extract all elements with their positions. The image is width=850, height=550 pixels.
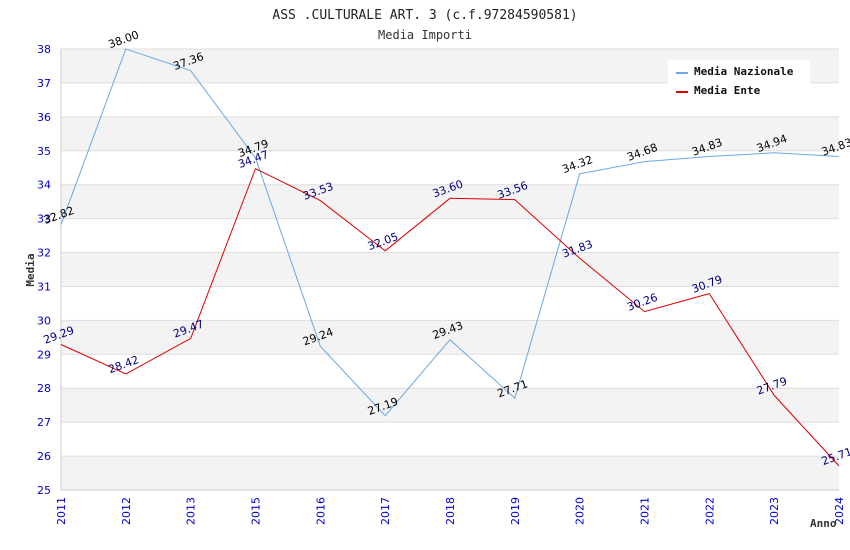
y-tick-label: 35	[37, 145, 51, 158]
y-tick-label: 29	[37, 348, 51, 361]
series-line-media-ente	[60, 168, 840, 467]
y-tick-label: 37	[37, 77, 51, 90]
legend-label: Media Ente	[694, 84, 761, 97]
x-tick-label: 2011	[55, 497, 68, 525]
x-ticks: 2011 2012 2013 2015 2016 2017 2018 2019 2020 2021…	[55, 497, 846, 525]
x-axis-label: Anno	[810, 517, 837, 530]
x-tick-label: 2015	[250, 497, 263, 525]
x-tick-label: 2020	[574, 497, 587, 525]
x-tick-label: 2019	[509, 497, 522, 525]
x-tick-label: 2013	[185, 497, 198, 525]
grid-band	[61, 286, 839, 321]
grid-band	[61, 354, 839, 389]
grid-band	[61, 116, 839, 151]
x-tick-label: 2016	[314, 497, 327, 525]
chart-title: ASS .CULTURALE ART. 3 (c.f.97284590581)	[272, 8, 577, 23]
x-tick-label: 2018	[444, 497, 457, 525]
x-tick-label: 2017	[379, 497, 392, 525]
grid	[60, 48, 839, 491]
x-tick-label: 2024	[833, 497, 846, 525]
y-tick-label: 25	[37, 484, 51, 497]
y-ticks: 25 26 27 28 29 30 31 32 33 34 35 36 37 38	[37, 43, 51, 497]
x-tick-label: 2012	[120, 497, 133, 525]
data-label: 38.00	[107, 28, 141, 51]
y-tick-label: 28	[37, 382, 51, 395]
y-tick-label: 30	[37, 314, 51, 327]
y-tick-label: 32	[37, 247, 51, 260]
y-tick-label: 27	[37, 416, 51, 429]
grid-band	[61, 456, 839, 490]
series-line-media-nazionale	[60, 48, 840, 417]
grid-band	[61, 218, 839, 253]
legend-label: Media Nazionale	[694, 65, 794, 78]
y-tick-label: 31	[37, 280, 51, 293]
legend-box	[668, 60, 810, 102]
legend: Media Nazionale Media Ente	[668, 60, 810, 102]
chart-subtitle: Media Importi	[378, 28, 472, 42]
x-tick-label: 2022	[703, 497, 716, 525]
grid-band	[61, 184, 839, 219]
y-tick-label: 36	[37, 111, 51, 124]
y-tick-label: 34	[37, 179, 51, 192]
y-tick-label: 26	[37, 450, 51, 463]
y-axis-label: Media	[24, 253, 37, 286]
y-tick-label: 33	[37, 213, 51, 226]
x-tick-label: 2023	[768, 497, 781, 525]
grid-band	[61, 388, 839, 423]
y-tick-label: 38	[37, 43, 51, 56]
x-tick-label: 2021	[639, 497, 652, 525]
series-group	[60, 48, 840, 467]
grid-band	[61, 422, 839, 457]
grid-band	[61, 252, 839, 287]
